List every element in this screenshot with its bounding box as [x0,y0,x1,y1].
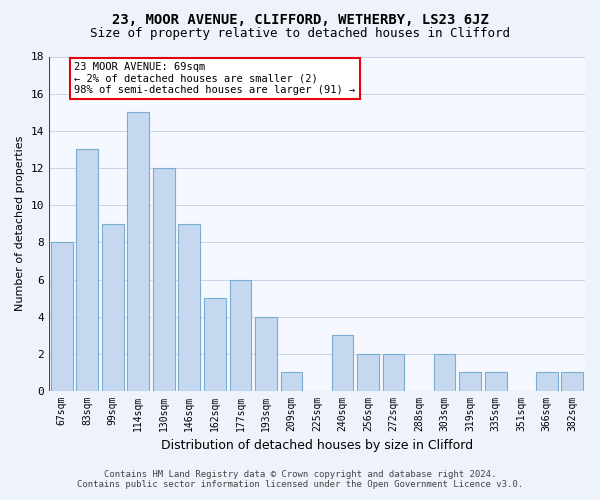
Bar [536,372,557,391]
Bar [230,280,251,391]
Bar [51,242,73,391]
Bar [204,298,226,391]
Bar [102,224,124,391]
Bar [459,372,481,391]
Bar [562,372,583,391]
Bar [178,224,200,391]
Bar [434,354,455,391]
Bar [255,316,277,391]
X-axis label: Distribution of detached houses by size in Clifford: Distribution of detached houses by size … [161,440,473,452]
Bar [281,372,302,391]
Bar [332,336,353,391]
Bar [153,168,175,391]
Text: 23, MOOR AVENUE, CLIFFORD, WETHERBY, LS23 6JZ: 23, MOOR AVENUE, CLIFFORD, WETHERBY, LS2… [112,12,488,26]
Bar [357,354,379,391]
Text: Size of property relative to detached houses in Clifford: Size of property relative to detached ho… [90,28,510,40]
Bar [485,372,506,391]
Bar [127,112,149,391]
Y-axis label: Number of detached properties: Number of detached properties [15,136,25,312]
Text: 23 MOOR AVENUE: 69sqm
← 2% of detached houses are smaller (2)
98% of semi-detach: 23 MOOR AVENUE: 69sqm ← 2% of detached h… [74,62,356,96]
Bar [76,150,98,391]
Text: Contains HM Land Registry data © Crown copyright and database right 2024.
Contai: Contains HM Land Registry data © Crown c… [77,470,523,489]
Bar [383,354,404,391]
